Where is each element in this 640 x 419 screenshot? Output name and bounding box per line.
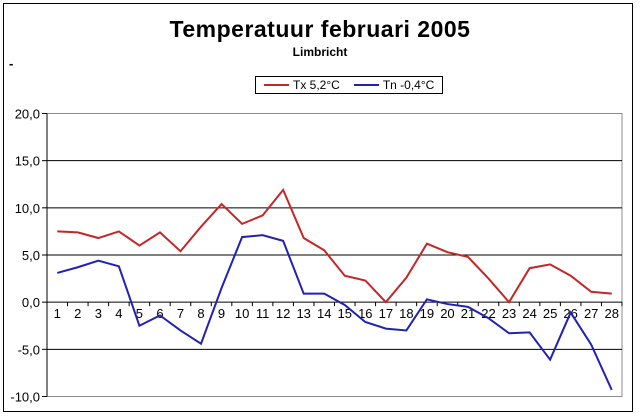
y-axis-label: 5,0 <box>22 248 40 263</box>
x-axis-label: 1 <box>54 306 61 321</box>
y-axis-label: 10,0 <box>15 201 40 216</box>
tx-legend-label: Tx 5,2°C <box>293 78 340 92</box>
x-axis-label: 28 <box>604 306 618 321</box>
x-axis-label: 10 <box>235 306 249 321</box>
x-axis-label: 13 <box>296 306 310 321</box>
legend: Tx 5,2°C Tn -0,4°C <box>255 76 444 94</box>
y-axis-label: -10,0 <box>10 390 40 405</box>
x-axis-label: 22 <box>481 306 495 321</box>
x-axis-label: 27 <box>584 306 598 321</box>
x-axis-label: 6 <box>156 306 163 321</box>
series-line-tx-max-temp <box>57 187 612 304</box>
x-axis-label: 19 <box>420 306 434 321</box>
tn-legend-label: Tn -0,4°C <box>382 78 435 92</box>
x-axis-label: 21 <box>461 306 475 321</box>
x-axis-label: 8 <box>197 306 204 321</box>
x-axis-label: 11 <box>256 306 270 321</box>
x-axis-label: 14 <box>317 306 331 321</box>
y-axis-label: -5,0 <box>18 342 40 357</box>
y-axis-label: 15,0 <box>15 154 40 169</box>
x-axis-label: 23 <box>502 306 516 321</box>
x-axis-label: 17 <box>379 306 393 321</box>
x-axis-label: 25 <box>543 306 557 321</box>
x-axis-label: 7 <box>177 306 184 321</box>
tx-series-swatch <box>264 84 289 86</box>
tn-series-swatch <box>353 84 379 86</box>
y-axis-label: 0,0 <box>22 295 40 310</box>
x-axis-label: 2 <box>74 306 81 321</box>
series-line-tn-min-temp <box>57 234 613 391</box>
x-axis-label: 3 <box>95 306 102 321</box>
x-axis-label: 24 <box>522 306 536 321</box>
x-axis-label: 5 <box>136 306 143 321</box>
page-title: Temperatuur februari 2005 <box>169 16 471 42</box>
chart-subtitle: Limbricht <box>292 45 348 59</box>
x-axis-label: 16 <box>358 306 372 321</box>
y-axis-label: 20,0 <box>15 107 40 122</box>
x-axis-label: 12 <box>276 306 290 321</box>
x-axis-label: 18 <box>399 306 413 321</box>
x-axis-label: 20 <box>440 306 454 321</box>
x-axis-label: 9 <box>218 306 225 321</box>
x-axis-label: 4 <box>115 306 122 321</box>
stray-dash-label: - <box>9 56 14 71</box>
x-axis-label: 15 <box>338 306 352 321</box>
